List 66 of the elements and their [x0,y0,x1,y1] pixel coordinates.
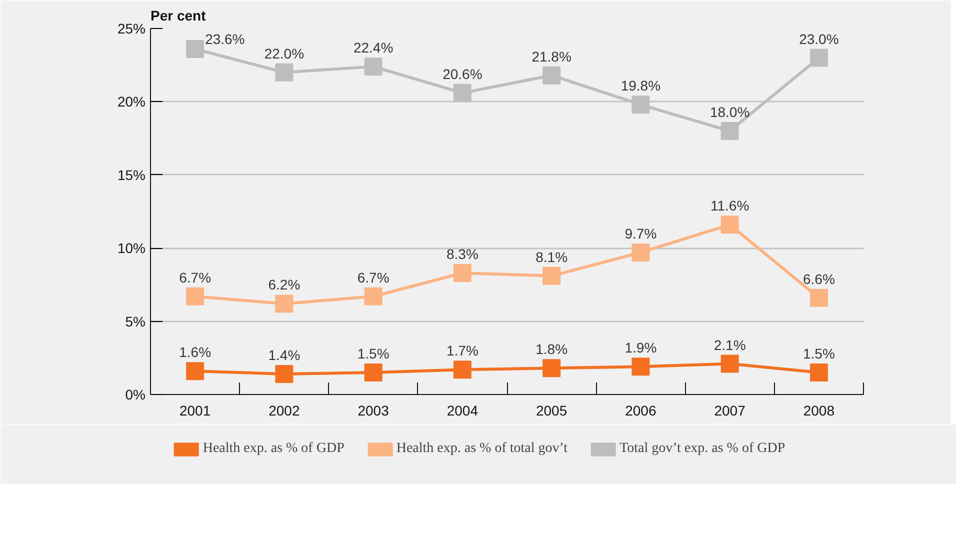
data-label: 1.6% [179,344,212,360]
point [542,66,561,84]
x-tick-label: 2004 [446,402,478,418]
y-tick-label: 5% [125,313,146,330]
data-label: 6.7% [357,269,390,286]
point [632,358,650,376]
point [632,96,650,114]
data-label: 20.6% [442,66,482,82]
data-label: 23.0% [799,30,839,47]
data-label: 22.4% [353,40,394,56]
x-tick-label: 2002 [268,402,300,418]
point [720,354,739,373]
data-label: 23.6% [205,30,245,47]
point [364,364,382,382]
point [364,287,382,306]
data-label: 6.7% [179,269,212,286]
legend-label: Health exp. as % of total gov’t [396,441,568,457]
data-label: 21.8% [532,48,572,64]
point [453,264,472,282]
legend-label: Health exp. as % of GDP [202,441,344,457]
data-label: 1.7% [446,342,478,359]
x-tick-label: 2005 [536,402,568,418]
point [275,365,294,384]
data-label: 1.5% [802,346,835,362]
x-tick-label: 2001 [179,402,211,418]
legend-label: Total gov’t exp. as % of GDP [620,441,786,457]
data-label: 11.6% [710,198,750,214]
point [364,58,382,76]
y-tick-label: 20% [117,94,146,110]
point [810,288,828,307]
x-tick-label: 2008 [803,402,835,418]
data-label: 6.2% [268,276,300,293]
point [720,122,739,140]
y-tick-label: 0% [125,386,146,402]
point [275,63,294,82]
point [632,243,650,262]
data-label: 6.6% [802,270,835,287]
point [810,48,828,67]
x-tick-label: 2003 [358,402,390,418]
data-label: 18.0% [710,104,750,120]
x-tick-label: 2006 [625,402,656,418]
point [720,216,739,234]
point [453,360,472,379]
y-tick-label: 15% [117,166,146,183]
data-label: 1.5% [357,346,390,362]
y-tick-label: 25% [117,20,146,36]
point [186,40,204,58]
x-tick-label: 2007 [714,402,746,418]
data-label: 8.3% [446,246,478,262]
data-label: 19.8% [620,78,661,94]
point [186,287,204,306]
data-label: 22.0% [264,45,304,62]
point [186,362,204,380]
data-label: 1.4% [268,347,300,364]
point [453,84,472,102]
point [810,364,828,382]
data-label: 8.1% [536,248,568,265]
point [275,294,294,313]
data-label: 1.9% [624,340,657,356]
y-tick-label: 10% [117,240,146,256]
data-label: 9.7% [624,225,657,242]
y-axis-title: Per cent [150,8,206,24]
data-label: 2.1% [714,336,746,353]
point [542,359,561,378]
point [542,266,561,285]
data-label: 1.8% [536,341,568,358]
